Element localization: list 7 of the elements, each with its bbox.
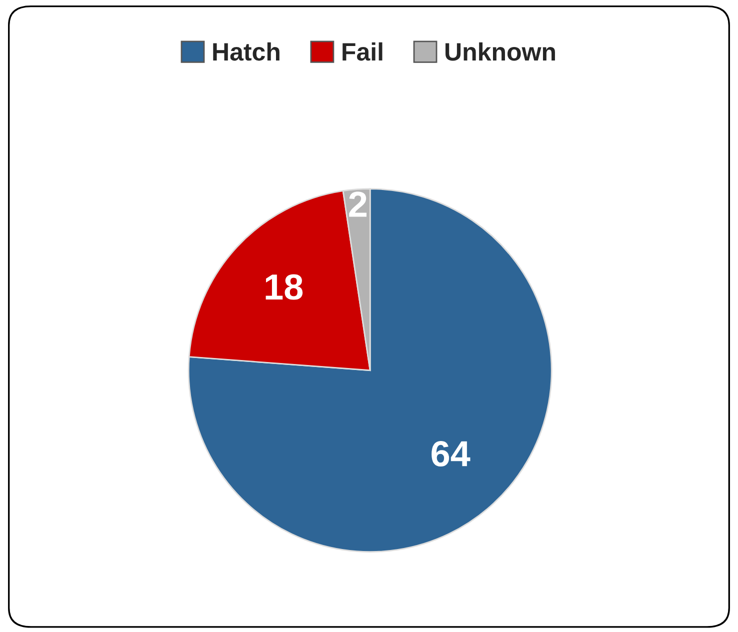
data-label: 64 xyxy=(432,440,470,467)
data-label: 2 xyxy=(349,192,366,217)
pie-slice xyxy=(188,188,552,553)
legend-label: Hatch xyxy=(213,42,280,61)
legend-label: Fail xyxy=(342,42,382,61)
data-label: 18 xyxy=(266,274,303,300)
legend-label: Unknown xyxy=(446,42,555,61)
